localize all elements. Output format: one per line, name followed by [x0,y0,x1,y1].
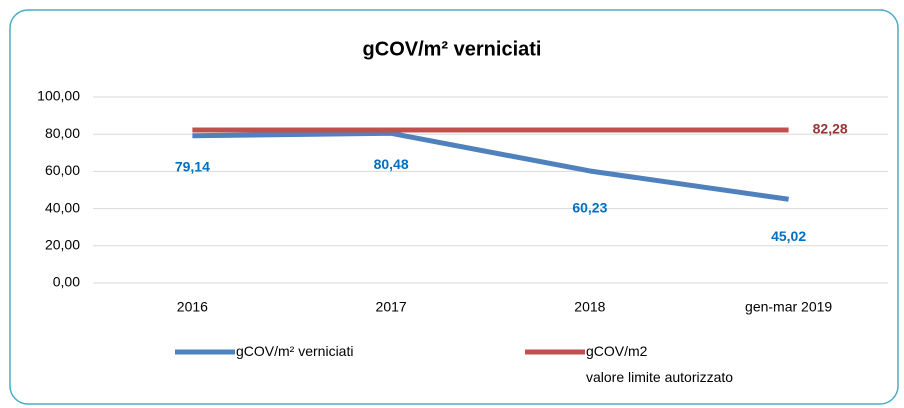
data-label: 45,02 [771,228,806,244]
x-tick-label: 2018 [574,299,605,315]
chart-border [9,9,899,405]
data-label: 60,23 [572,200,607,216]
legend-label: gCOV/m2 valore limite autorizzato [586,343,733,385]
y-tick-label: 0,00 [53,274,80,290]
data-label: 79,14 [175,159,210,175]
y-tick-label: 100,00 [37,88,80,104]
series-line [192,130,789,202]
chart-title: gCOV/m² verniciati [363,38,542,60]
y-tick-label: 40,00 [45,199,80,215]
y-tick-label: 20,00 [45,237,80,253]
y-tick-label: 80,00 [45,125,80,141]
x-tick-label: gen-mar 2019 [745,299,832,315]
data-label: 80,48 [374,156,409,172]
y-tick-label: 60,00 [45,162,80,178]
x-tick-label: 2016 [177,299,208,315]
x-tick-label: 2017 [376,299,407,315]
data-label: 82,28 [813,121,848,137]
legend-label: gCOV/m² verniciati [236,343,353,359]
